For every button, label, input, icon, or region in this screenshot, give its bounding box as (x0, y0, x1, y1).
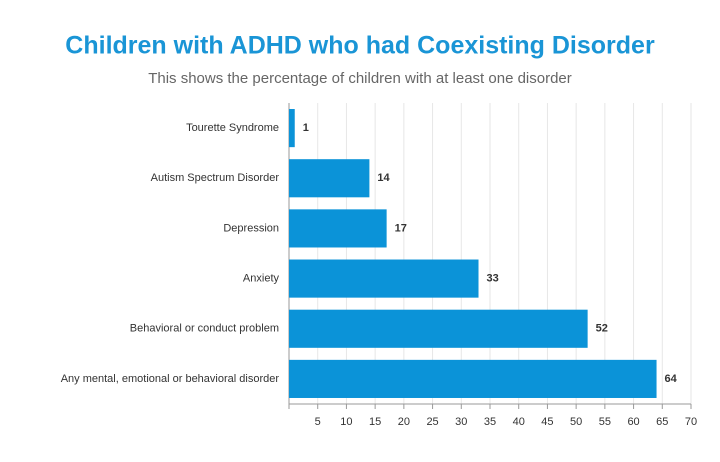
bar (289, 359, 657, 398)
x-tick-label: 10 (340, 416, 352, 428)
x-tick-label: 60 (627, 416, 639, 428)
data-label: 64 (665, 373, 678, 385)
data-label: 52 (596, 323, 608, 335)
y-tick-label: Depression (223, 222, 279, 234)
data-label: 14 (377, 172, 390, 184)
y-tick-label: Any mental, emotional or behavioral diso… (61, 373, 280, 385)
bar (289, 159, 370, 198)
y-tick-label: Tourette Syndrome (186, 122, 279, 134)
bar (289, 109, 295, 148)
x-tick-label: 25 (426, 416, 438, 428)
x-tick-label: 55 (599, 416, 611, 428)
chart-subtitle: This shows the percentage of children wi… (148, 70, 572, 87)
x-tick-label: 5 (315, 416, 321, 428)
x-tick-label: 65 (656, 416, 668, 428)
x-tick-label: 70 (685, 416, 697, 428)
data-label: 33 (487, 272, 499, 284)
x-tick-label: 40 (513, 416, 525, 428)
x-tick-label: 30 (455, 416, 467, 428)
x-tick-label: 15 (369, 416, 381, 428)
y-tick-label: Autism Spectrum Disorder (151, 172, 280, 184)
data-label: 1 (303, 122, 309, 134)
x-tick-label: 20 (398, 416, 410, 428)
x-tick-label: 50 (570, 416, 582, 428)
y-tick-label: Behavioral or conduct problem (130, 323, 279, 335)
x-tick-label: 45 (541, 416, 553, 428)
y-tick-label: Anxiety (243, 272, 280, 284)
x-tick-label: 35 (484, 416, 496, 428)
bar (289, 209, 387, 248)
bar (289, 309, 588, 348)
bar (289, 259, 479, 298)
data-label: 17 (395, 222, 407, 234)
chart-title: Children with ADHD who had Coexisting Di… (65, 32, 655, 60)
